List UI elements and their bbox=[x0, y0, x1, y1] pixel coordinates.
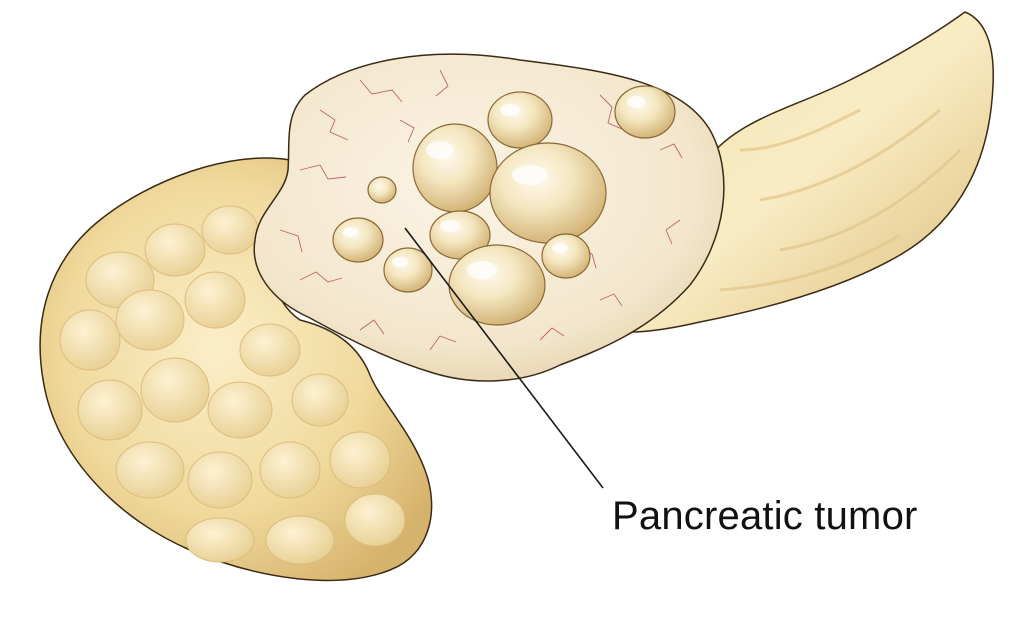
tumor-mass bbox=[253, 53, 725, 382]
cyst bbox=[487, 91, 553, 149]
leader-line bbox=[404, 227, 604, 489]
cyst-highlights bbox=[342, 96, 645, 279]
cyst bbox=[412, 123, 498, 213]
cyst bbox=[332, 217, 384, 263]
cyst bbox=[489, 142, 607, 244]
cyst bbox=[541, 233, 591, 279]
head-lobules bbox=[59, 205, 406, 565]
cyst bbox=[448, 244, 546, 326]
cyst bbox=[614, 85, 676, 139]
cyst bbox=[367, 176, 397, 204]
tumor-label: Pancreatic tumor bbox=[612, 494, 918, 538]
tail-texture bbox=[719, 108, 962, 292]
